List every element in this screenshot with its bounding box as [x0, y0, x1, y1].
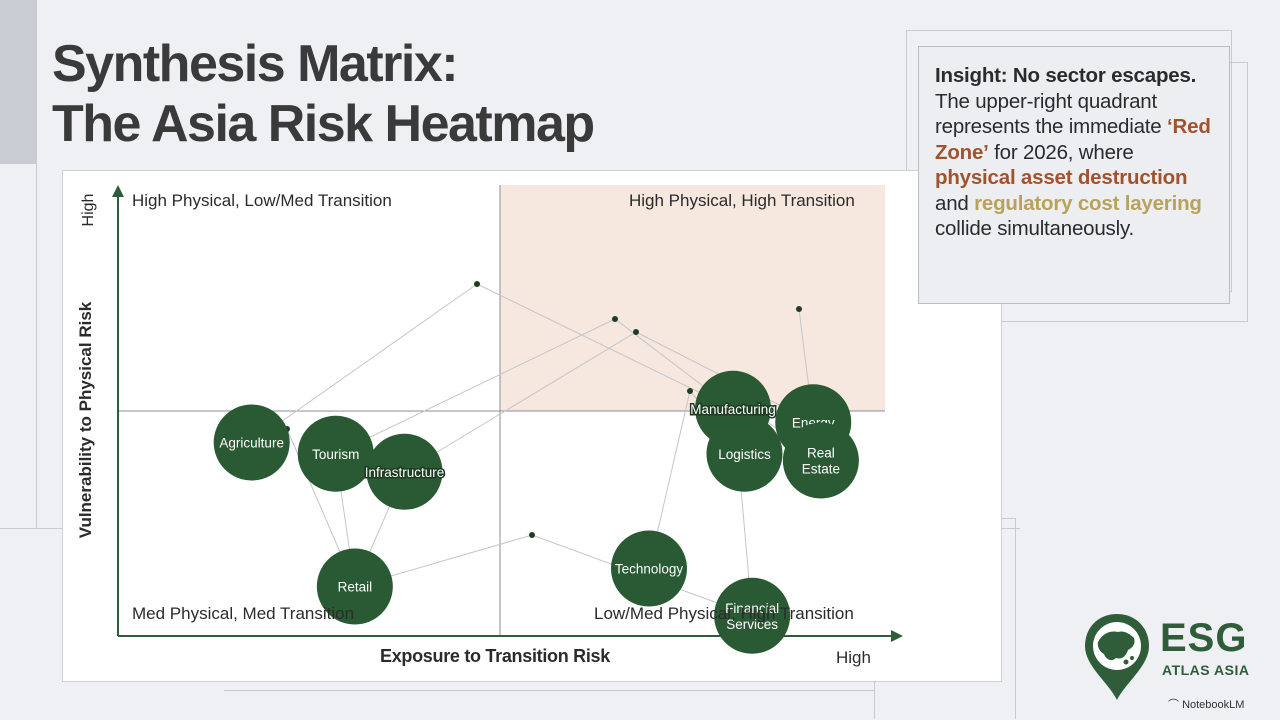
sector-label-retail: Retail: [338, 580, 373, 595]
connector-line: [251, 283, 478, 443]
esg-atlas-asia-logo: ESG ATLAS ASIA: [1082, 612, 1262, 702]
attribution-text: NotebookLM: [1182, 699, 1245, 711]
insight-callout: Insight: No sector escapes. The upper-ri…: [918, 46, 1230, 304]
decorative-frame: [36, 0, 37, 528]
sector-label-tourism: Tourism: [312, 447, 359, 462]
notebooklm-icon: ⌒: [1168, 699, 1179, 711]
connector-dot: [687, 388, 693, 394]
sector-node-tourism: [297, 415, 374, 492]
y-axis-title: Vulnerability to Physical Risk: [76, 301, 95, 539]
insight-text: for 2026, where: [994, 140, 1134, 164]
sector-label-manufacturing: Manufacturing: [690, 402, 776, 417]
insight-text: and: [935, 191, 969, 215]
sector-node-infrastructure: [366, 433, 443, 510]
insight-lead: Insight: No sector escapes.: [935, 64, 1197, 87]
sector-node-technology: [610, 530, 687, 607]
y-axis-arrowhead: [112, 185, 124, 197]
connector-line: [404, 331, 637, 473]
quadrant-label-top-right: High Physical, High Transition: [629, 191, 855, 210]
connector-dot: [529, 532, 535, 538]
x-axis-arrowhead: [891, 630, 903, 642]
logo-subtitle: ATLAS ASIA: [1162, 662, 1250, 678]
x-axis-title: Exposure to Transition Risk: [380, 646, 610, 666]
title-line-2: The Asia Risk Heatmap: [52, 95, 595, 153]
connector-line: [335, 318, 616, 455]
sector-label-technology: Technology: [615, 562, 684, 577]
logo-wordmark: ESG: [1160, 616, 1248, 660]
connector-dot: [612, 316, 618, 322]
insight-highlight-regulatory: regulatory cost layering: [974, 191, 1202, 215]
page-title: Synthesis Matrix: The Asia Risk Heatmap: [52, 34, 595, 154]
quadrant-label-bottom-right: Low/Med Physical, High Transition: [594, 604, 854, 623]
sector-label-financial-services: Financial Services: [725, 601, 779, 632]
connector-line: [476, 283, 734, 410]
sector-label-infrastructure: Infrastructure: [365, 465, 445, 480]
attribution: ⌒ NotebookLM: [1168, 696, 1244, 712]
connector-dot: [796, 306, 802, 312]
title-line-1: Synthesis Matrix:: [52, 35, 459, 93]
connector-dot: [474, 281, 480, 287]
sector-node-real-estate: [782, 422, 859, 499]
x-axis-high-label: High: [836, 648, 871, 667]
sector-node-agriculture: [213, 404, 290, 481]
sector-node-logistics: [706, 415, 783, 492]
insight-text: The upper-right quadrant represents the …: [935, 89, 1162, 139]
decorative-frame: [224, 690, 874, 691]
sector-label-agriculture: Agriculture: [219, 436, 284, 451]
insight-red-zone: ‘Red Zone’: [935, 115, 1211, 164]
sector-node-retail: [316, 548, 393, 625]
quadrant-label-top-left: High Physical, Low/Med Transition: [132, 191, 392, 210]
matrix-diagram: Agriculture Tourism Infrastructure Manufact…: [112, 185, 903, 654]
y-axis-high-label: High: [80, 193, 97, 227]
connector-dot: [633, 329, 639, 335]
decorative-bar: [0, 0, 36, 164]
sector-label-real-estate: Real Estate: [802, 446, 840, 477]
map-pin-icon: [1085, 614, 1149, 700]
sector-node-financial-services: [714, 577, 791, 654]
quadrant-label-bottom-left: Med Physical, Med Transition: [132, 604, 355, 623]
sector-label-logistics: Logistics: [718, 447, 771, 462]
matrix-card: Agriculture Tourism Infrastructure Manufact…: [62, 170, 1002, 682]
red-zone-quadrant: [500, 185, 885, 411]
insight-highlight-physical: physical asset destruction: [935, 166, 1188, 189]
insight-text: collide simultaneously.: [935, 217, 1134, 240]
